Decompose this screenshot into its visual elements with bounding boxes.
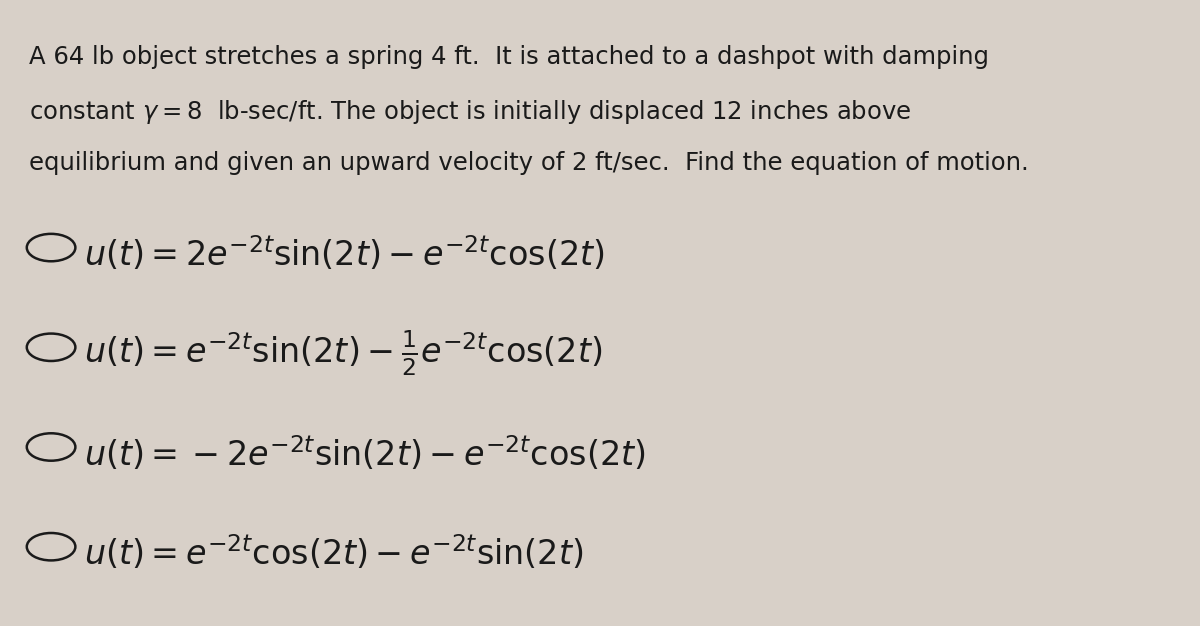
Text: $u(t) = e^{-2t}\cos(2t) - e^{-2t}\sin(2t)$: $u(t) = e^{-2t}\cos(2t) - e^{-2t}\sin(2t… bbox=[84, 533, 583, 572]
Text: $u(t) = e^{-2t}\sin(2t) - \frac{1}{2}e^{-2t}\cos(2t)$: $u(t) = e^{-2t}\sin(2t) - \frac{1}{2}e^{… bbox=[84, 329, 602, 378]
Text: constant $\gamma = 8$  lb-sec/ft. The object is initially displaced 12 inches ab: constant $\gamma = 8$ lb-sec/ft. The obj… bbox=[29, 98, 911, 126]
Text: equilibrium and given an upward velocity of 2 ft/sec.  Find the equation of moti: equilibrium and given an upward velocity… bbox=[29, 151, 1028, 175]
Text: $u(t) = -2e^{-2t}\sin(2t) - e^{-2t}\cos(2t)$: $u(t) = -2e^{-2t}\sin(2t) - e^{-2t}\cos(… bbox=[84, 434, 646, 473]
Text: A 64 lb object stretches a spring 4 ft.  It is attached to a dashpot with dampin: A 64 lb object stretches a spring 4 ft. … bbox=[29, 45, 989, 69]
Text: $u(t) = 2e^{-2t}\sin(2t) - e^{-2t}\cos(2t)$: $u(t) = 2e^{-2t}\sin(2t) - e^{-2t}\cos(2… bbox=[84, 234, 605, 273]
